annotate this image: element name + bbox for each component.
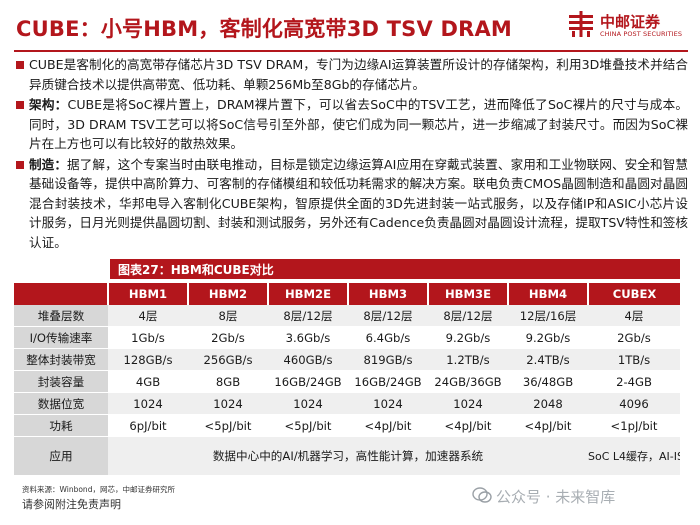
table-row: 数据位宽 1024 1024 1024 1024 1024 2048 4096: [14, 392, 680, 415]
table-cell: 4层: [108, 305, 188, 327]
china-post-logo-icon: [569, 11, 593, 37]
table-header-cell: HBM2E: [267, 283, 348, 305]
table-cell: 128GB/s: [108, 348, 188, 371]
body-text: CUBE是客制化的高宽带存储芯片3D TSV DRAM，专门为边缘AI运算装置所…: [16, 55, 688, 253]
table-cell: <1pJ/bit: [588, 414, 680, 437]
comparison-table: HBM1 HBM2 HBM2E HBM3 HBM3E HBM4 CUBEX 堆叠…: [14, 283, 680, 476]
paragraph-architecture: 架构：CUBE是将SoC裸片置上，DRAM裸片置下，可以省去SoC中的TSV工艺…: [16, 95, 688, 154]
figure-title-bar: 图表27：HBM和CUBE对比: [110, 259, 680, 279]
table-cell: 1.2TB/s: [428, 348, 508, 371]
page-header: CUBE：小号HBM，客制化高宽带3D TSV DRAM 中邮证券 CHINA …: [0, 0, 700, 52]
table-cell: 1024: [348, 392, 428, 415]
source-note: 资料来源：Winbond，网芯，中邮证券研究所: [22, 485, 175, 494]
table-cell: 6.4Gb/s: [348, 326, 428, 349]
paragraph-text: CUBE是将SoC裸片置上，DRAM裸片置下，可以省去SoC中的TSV工艺，进而…: [29, 97, 689, 151]
table-cell: 9.2Gb/s: [508, 326, 588, 349]
table-cell: 8层: [188, 305, 268, 327]
table-cell: 1024: [428, 392, 508, 415]
table-cell: 2Gb/s: [588, 326, 680, 349]
table-cell: <4pJ/bit: [428, 414, 508, 437]
row-label: 堆叠层数: [14, 305, 108, 327]
table-cell: 16GB/24GB: [268, 370, 348, 393]
paragraph-text: CUBE是客制化的高宽带存储芯片3D TSV DRAM，专门为边缘AI运算装置所…: [29, 57, 688, 92]
table-row: 封装容量 4GB 8GB 16GB/24GB 16GB/24GB 24GB/36…: [14, 370, 680, 393]
logo-chinese-name: 中邮证券: [600, 13, 661, 31]
table-row: 功耗 6pJ/bit <5pJ/bit <5pJ/bit <4pJ/bit <4…: [14, 414, 680, 437]
bullet-square-icon: [16, 160, 24, 169]
table-cell: 4层: [588, 305, 680, 327]
table-header-cell: CUBEX: [587, 283, 680, 305]
row-label: 整体封装带宽: [14, 348, 108, 371]
watermark-text: 公众号 · 未来智库: [496, 488, 616, 506]
row-label: 封装容量: [14, 370, 108, 393]
table-cell: 8层/12层: [268, 305, 348, 327]
table-cell: 1Gb/s: [108, 326, 188, 349]
paragraph-text: 据了解，这个专案当时由联电推动，目标是锁定边缘运算AI应用在穿戴式装置、家用和工…: [29, 156, 688, 250]
figure-title: 图表27：HBM和CUBE对比: [118, 263, 274, 277]
page-title: CUBE：小号HBM，客制化高宽带3D TSV DRAM: [16, 17, 513, 41]
table-header-cell: HBM2: [187, 283, 268, 305]
table-cell: <5pJ/bit: [268, 414, 348, 437]
table-cell: 4096: [588, 392, 680, 415]
row-label: I/O传输速率: [14, 326, 108, 349]
row-label: 数据位宽: [14, 392, 108, 415]
table-row-application: 应用 数据中心中的AI/机器学习，高性能计算，加速器系统 SoC L4缓存，AI…: [14, 436, 680, 476]
table-cell: 24GB/36GB: [428, 370, 508, 393]
table-cell: 1TB/s: [588, 348, 680, 371]
table-cell: 3.6Gb/s: [268, 326, 348, 349]
table-cell: 2Gb/s: [188, 326, 268, 349]
table-header-cell: HBM1: [107, 283, 188, 305]
table-row: I/O传输速率 1Gb/s 2Gb/s 3.6Gb/s 6.4Gb/s 9.2G…: [14, 326, 680, 349]
table-cell: 2-4GB: [588, 370, 680, 393]
table-header-cell: [14, 283, 108, 305]
bullet-square-icon: [16, 101, 24, 109]
table-cell: 9.2Gb/s: [428, 326, 508, 349]
table-cell: 1024: [268, 392, 348, 415]
table-cell: <5pJ/bit: [188, 414, 268, 437]
table-cell: 1024: [108, 392, 188, 415]
bullet-square-icon: [16, 61, 24, 69]
table-cell: 2.4TB/s: [508, 348, 588, 371]
table-cell: 8层/12层: [348, 305, 428, 327]
table-header-cell: HBM4: [507, 283, 588, 305]
paragraph-manufacturing: 制造：据了解，这个专案当时由联电推动，目标是锁定边缘运算AI应用在穿戴式装置、家…: [16, 155, 688, 253]
table-cell: <4pJ/bit: [508, 414, 588, 437]
disclaimer-note: 请参阅附注免责声明: [22, 498, 121, 511]
paragraph-keyword: 制造：: [29, 156, 68, 172]
table-cell: 4GB: [108, 370, 188, 393]
table-cell: 1024: [188, 392, 268, 415]
row-label: 功耗: [14, 414, 108, 437]
paragraph-keyword: 架构：: [29, 97, 68, 112]
table-cell: <4pJ/bit: [348, 414, 428, 437]
row-label: 应用: [14, 436, 108, 476]
table-cell: 8层/12层: [428, 305, 508, 327]
table-cell: 2048: [508, 392, 588, 415]
table-cell: 460GB/s: [268, 348, 348, 371]
table-cell: 8GB: [188, 370, 268, 393]
logo-english-name: CHINA POST SECURITIES: [600, 30, 683, 38]
header-divider: [14, 50, 688, 52]
table-header-cell: HBM3: [347, 283, 428, 305]
company-logo: 中邮证券 CHINA POST SECURITIES: [566, 9, 696, 43]
table-header-row: HBM1 HBM2 HBM2E HBM3 HBM3E HBM4 CUBEX: [14, 283, 680, 305]
paragraph-intro: CUBE是客制化的高宽带存储芯片3D TSV DRAM，专门为边缘AI运算装置所…: [16, 55, 688, 94]
table-cell: 6pJ/bit: [108, 414, 188, 437]
table-cell: 256GB/s: [188, 348, 268, 371]
table-row: 堆叠层数 4层 8层 8层/12层 8层/12层 8层/12层 12层/16层 …: [14, 305, 680, 327]
table-cell: 819GB/s: [348, 348, 428, 371]
table-cell-hbm-application: 数据中心中的AI/机器学习，高性能计算，加速器系统: [108, 436, 588, 476]
wechat-icon: [472, 487, 492, 503]
table-cell: 36/48GB: [508, 370, 588, 393]
table-row: 整体封装带宽 128GB/s 256GB/s 460GB/s 819GB/s 1…: [14, 348, 680, 371]
table-cell: 12层/16层: [508, 305, 588, 327]
table-cell-cube-application: SoC L4缓存，AI-ISP，可穿戴设备: [588, 436, 680, 476]
table-header-cell: HBM3E: [427, 283, 508, 305]
table-cell: 16GB/24GB: [348, 370, 428, 393]
